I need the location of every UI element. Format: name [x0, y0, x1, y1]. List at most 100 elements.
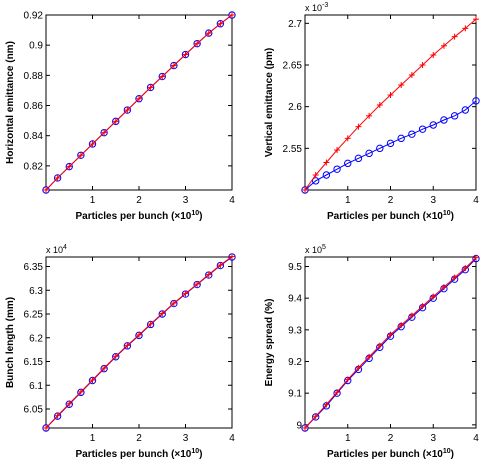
data-point-circle [365, 149, 373, 158]
data-point-circle [461, 106, 470, 114]
data-point-plus [302, 425, 308, 431]
data-point-plus [159, 73, 166, 80]
data-point-circle [77, 151, 85, 160]
series-line [45, 14, 233, 191]
y-exponent-label: x 10-3 [305, 2, 328, 13]
data-point-circle [322, 171, 331, 179]
y-exponent-label: x 104 [46, 244, 67, 255]
data-point-plus [334, 147, 341, 153]
data-point-circle [472, 97, 480, 105]
y-tick-label: 6.15 [24, 357, 44, 368]
data-point-circle [408, 130, 416, 138]
data-point-plus [334, 389, 341, 396]
data-point-plus [112, 353, 119, 360]
data-point-plus [43, 425, 49, 431]
series-blue-circles [301, 97, 480, 194]
data-point-plus [66, 163, 73, 170]
data-point-plus [355, 123, 362, 130]
data-point-plus [387, 331, 394, 338]
y-tick-label: 6.35 [24, 262, 44, 273]
data-point-plus [217, 262, 224, 269]
data-point-plus [205, 271, 212, 278]
data-point-plus [462, 25, 469, 32]
x-tick-label: 3 [183, 433, 189, 444]
x-tick-label: 2 [388, 433, 394, 444]
y-tick-label: 0.84 [24, 131, 44, 142]
x-tick-label: 4 [473, 195, 479, 206]
data-point-plus [205, 30, 212, 37]
data-point-plus [147, 84, 154, 91]
data-point-plus [344, 376, 351, 383]
data-point-plus [170, 300, 177, 307]
data-point-circle [123, 106, 132, 114]
data-point-plus [462, 265, 469, 272]
subplot-2: 1 2 3 4 2.55 2.6 2.65 2.7x 10-3 Particles per bu… [264, 2, 480, 222]
y-tick-label: 2.7 [288, 19, 302, 30]
y-tick-label: 6.25 [24, 310, 44, 321]
x-axis-label-close: ) [451, 211, 454, 222]
data-point-circle [228, 11, 236, 19]
data-point-plus [101, 365, 108, 372]
x-axis-label-exponent: 10 [191, 448, 199, 455]
data-point-circle [42, 186, 50, 194]
y-exponent-power: 5 [322, 244, 326, 251]
data-point-circle [112, 117, 120, 126]
y-tick-label: 6.2 [29, 333, 43, 344]
y-axis-label: Energy spread (%) [264, 299, 275, 387]
data-point-plus [323, 159, 330, 166]
data-point-circle [440, 116, 448, 124]
y-exponent-label: x 105 [305, 244, 326, 255]
data-point-plus [112, 118, 119, 125]
data-point-circle [181, 50, 190, 59]
data-point-plus [229, 253, 235, 260]
series-red-plus [43, 253, 235, 431]
series-blue-circles [42, 253, 236, 432]
y-tick-label: 6.1 [29, 381, 43, 392]
data-point-circle [429, 121, 437, 129]
y-tick-label: 0.92 [24, 11, 44, 22]
data-point-plus [312, 413, 319, 420]
data-point-plus [43, 187, 49, 193]
data-point-plus [194, 40, 201, 47]
series-line [45, 256, 233, 429]
x-axis-label-close: ) [451, 449, 454, 460]
data-point-plus [451, 274, 458, 281]
data-point-plus [440, 284, 447, 291]
y-tick-label: 0.86 [24, 101, 44, 112]
data-point-plus [398, 322, 405, 329]
data-point-plus [398, 82, 405, 88]
x-axis-label-exponent: 10 [191, 210, 199, 217]
data-point-plus [182, 290, 189, 297]
y-tick-label: 9.1 [288, 389, 302, 400]
x-tick-label: 4 [229, 195, 235, 206]
series-red-plus [43, 12, 235, 193]
data-point-circle [216, 20, 225, 28]
series-red-plus [302, 254, 479, 431]
data-point-circle [397, 134, 405, 143]
x-tick-label: 2 [388, 195, 394, 206]
data-point-plus [473, 254, 479, 261]
y-tick-label: 6.3 [29, 286, 43, 297]
series-blue-circles [42, 11, 236, 194]
data-point-plus [323, 401, 330, 408]
data-point-circle [386, 139, 395, 148]
y-axis-label: Horizontal emittance (nm) [5, 41, 16, 164]
x-tick-label: 3 [430, 195, 436, 206]
data-point-plus [182, 51, 189, 58]
series-line [304, 100, 477, 191]
data-point-plus [408, 72, 415, 78]
data-point-circle [301, 186, 309, 194]
data-point-circle [53, 174, 62, 182]
data-point-plus [408, 312, 415, 319]
series-line [304, 258, 477, 429]
data-point-plus [451, 33, 458, 40]
data-point-plus [101, 129, 108, 136]
y-tick-label: 0.88 [24, 71, 44, 82]
y-tick-label: 0.82 [24, 161, 44, 172]
y-tick-label: 2.55 [283, 144, 303, 155]
x-axis-label: Particles per bunch (×1010) [327, 210, 454, 222]
y-tick-label: 9.5 [288, 262, 302, 273]
data-point-plus [89, 377, 96, 384]
series-red-plus [302, 16, 479, 193]
data-point-plus [355, 364, 362, 371]
